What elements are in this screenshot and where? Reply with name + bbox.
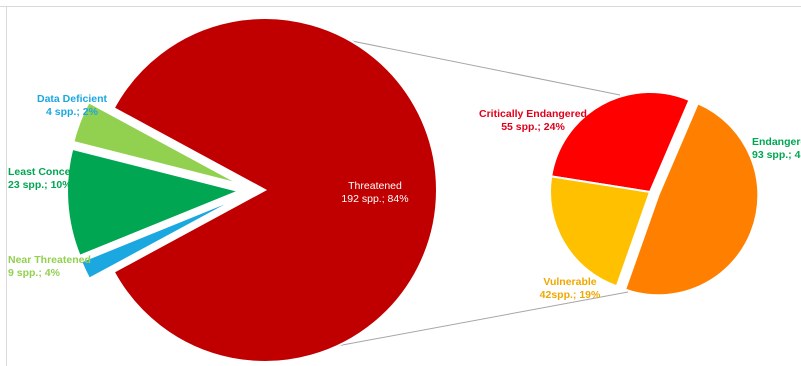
label-data-deficient: Data Deficient 4 spp.; 2% [22,93,122,119]
pie-slice-threatened [112,17,439,363]
pie-slice-vulnerable [549,175,652,288]
main-pie [66,17,439,363]
pie-slice-least-concern [66,147,243,258]
label-least-concern: Least Concern 23 spp.; 10% [8,166,81,192]
connector-lines [336,37,629,347]
label-endangered: Endangered 93 spp.; 41% [752,136,801,162]
pie-slice-endangered [623,102,760,297]
label-data-deficient-name: Data Deficient [36,93,108,105]
pie-slice-critically-endangered [550,91,691,194]
label-data-deficient-value: 4 spp.; 2% [46,106,98,118]
label-vulnerable-value: 42spp.; 19% [539,289,601,301]
label-critically-endangered-value: 55 spp.; 24% [501,121,565,133]
label-endangered-name: Endangered [752,136,801,148]
label-vulnerable: Vulnerable 42spp.; 19% [520,276,620,302]
label-vulnerable-name: Vulnerable [543,276,597,288]
connector-line-bottom [336,291,629,347]
label-least-concern-name: Least Concern [8,166,81,178]
pie-slice-data-deficient [79,195,242,281]
threatened-breakdown-pie [549,91,760,297]
label-threatened-value: 192 spp.; 84% [341,193,409,205]
label-threatened-name: Threatened [348,180,402,192]
connector-line-top [336,37,621,96]
label-threatened: Threatened 192 spp.; 84% [320,180,430,206]
label-near-threatened: Near Threatened 9 spp.; 4% [8,254,91,280]
label-near-threatened-name: Near Threatened [8,254,91,266]
label-critically-endangered-name: Critically Endangered [479,108,587,120]
label-near-threatened-value: 9 spp.; 4% [8,267,60,279]
label-least-concern-value: 23 spp.; 10% [8,179,72,191]
label-endangered-value: 93 spp.; 41% [752,149,801,161]
label-critically-endangered: Critically Endangered 55 spp.; 24% [468,108,598,134]
pie-slice-near-threatened [72,100,241,186]
